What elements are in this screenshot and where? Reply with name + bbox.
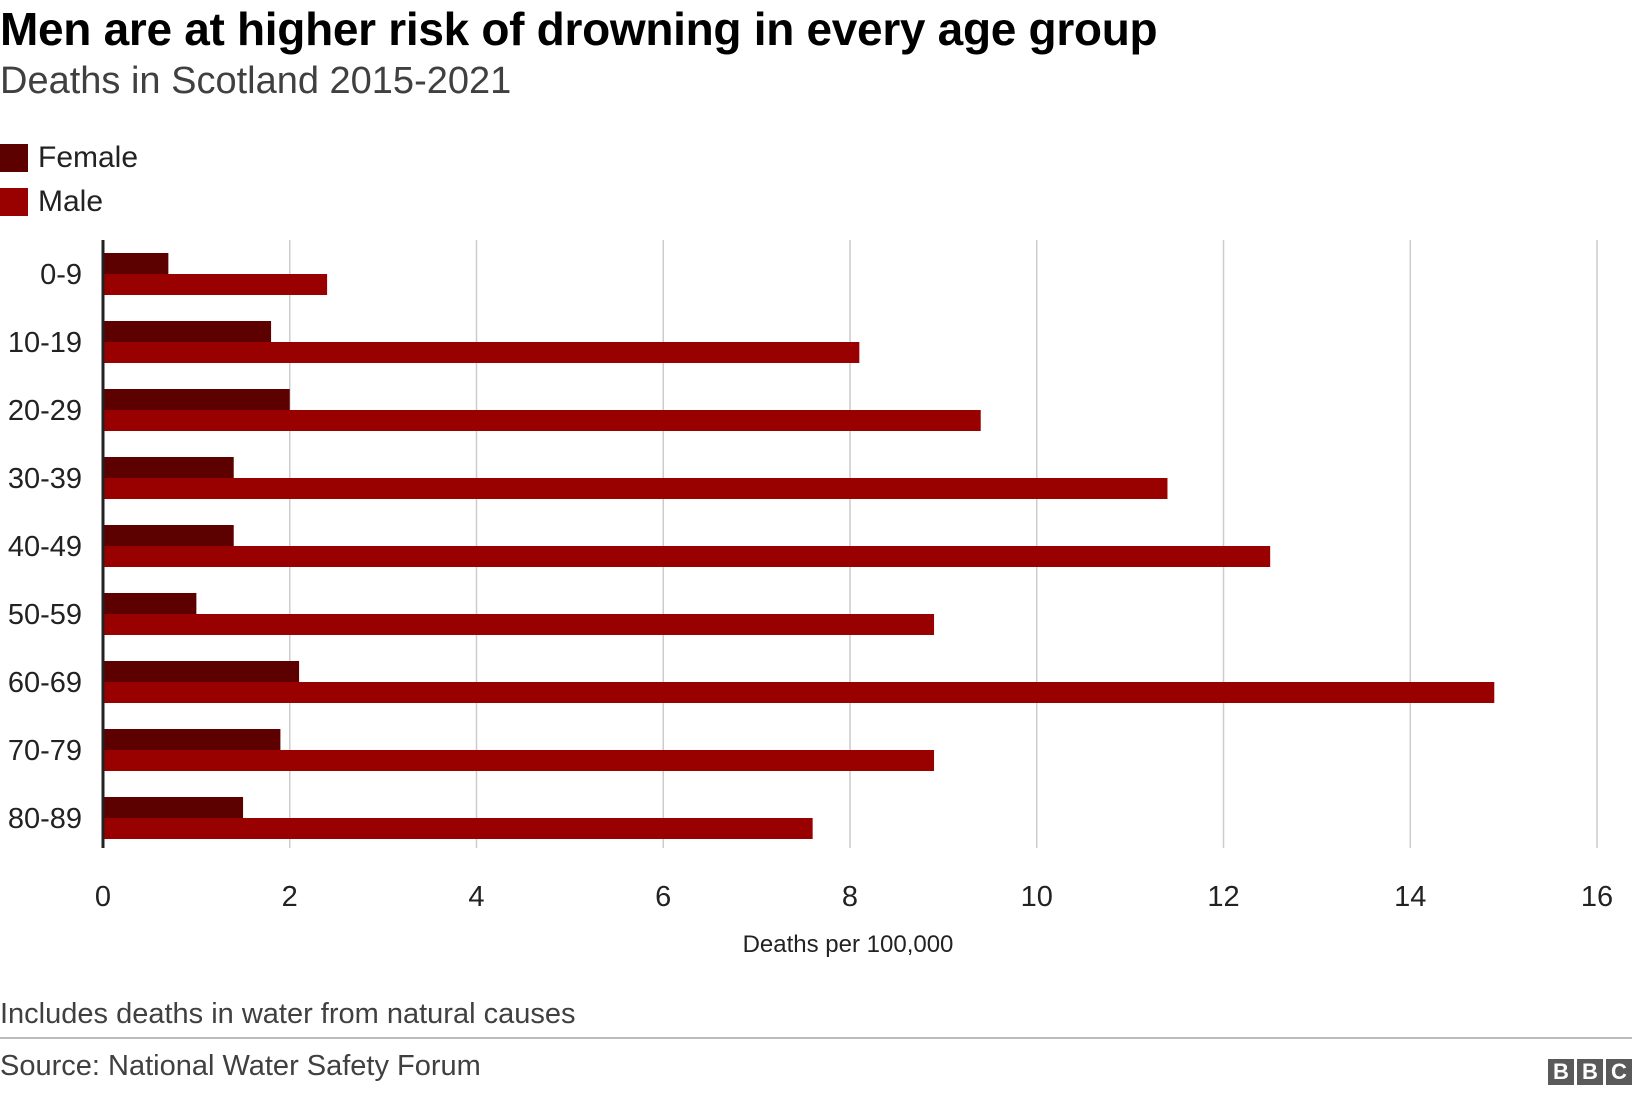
bar-female	[103, 797, 244, 818]
footer-divider	[0, 1037, 1632, 1039]
chart-title: Men are at higher risk of drowning in ev…	[0, 3, 1158, 55]
bbc-logo: B B C	[1548, 1059, 1632, 1085]
chart-source: Source: National Water Safety Forum	[0, 1050, 481, 1082]
legend-label-male: Male	[38, 185, 104, 218]
y-tick-label: 20-29	[8, 395, 82, 427]
chart-subtitle: Deaths in Scotland 2015-2021	[0, 60, 512, 102]
bar-chart: 0-910-1920-2930-3940-4950-5960-6970-7980…	[8, 240, 1613, 958]
chart-note: Includes deaths in water from natural ca…	[0, 998, 576, 1030]
bbc-logo-letter: B	[1577, 1059, 1603, 1085]
y-tick-label: 30-39	[8, 463, 82, 495]
x-tick-label: 14	[1394, 881, 1426, 913]
bar-female	[103, 593, 197, 614]
x-axis-label: Deaths per 100,000	[743, 931, 954, 958]
legend-item-female: Female	[0, 136, 138, 180]
bar-female	[103, 389, 290, 410]
bar-female	[103, 321, 272, 342]
y-tick-label: 70-79	[8, 735, 82, 767]
x-tick-label: 0	[95, 881, 111, 913]
y-tick-label: 40-49	[8, 531, 82, 563]
bbc-logo-letter: B	[1548, 1059, 1574, 1085]
legend-item-male: Male	[0, 180, 138, 224]
bar-male	[103, 410, 981, 431]
x-tick-label: 16	[1581, 881, 1613, 913]
bar-male	[103, 546, 1271, 567]
legend-label-female: Female	[38, 141, 139, 174]
y-tick-label: 0-9	[40, 259, 82, 291]
y-tick-label: 60-69	[8, 667, 82, 699]
bar-male	[103, 682, 1495, 703]
bar-female	[103, 457, 234, 478]
bar-female	[103, 661, 300, 682]
bar-male	[103, 818, 813, 839]
x-tick-label: 10	[1021, 881, 1053, 913]
bar-male	[103, 342, 860, 363]
bar-female	[103, 253, 169, 274]
bbc-logo-letter: C	[1606, 1059, 1632, 1085]
bar-female	[103, 729, 281, 750]
y-tick-label: 50-59	[8, 599, 82, 631]
x-tick-label: 6	[655, 881, 671, 913]
x-tick-label: 4	[468, 881, 484, 913]
y-tick-label: 80-89	[8, 803, 82, 835]
y-tick-label: 10-19	[8, 327, 82, 359]
bar-male	[103, 478, 1168, 499]
bar-male	[103, 750, 935, 771]
legend-swatch-female	[0, 144, 28, 172]
legend-swatch-male	[0, 188, 28, 216]
x-tick-label: 2	[282, 881, 298, 913]
x-tick-label: 8	[842, 881, 858, 913]
bar-male	[103, 274, 328, 295]
bar-male	[103, 614, 935, 635]
bar-female	[103, 525, 234, 546]
legend: Female Male	[0, 136, 138, 224]
x-tick-label: 12	[1207, 881, 1239, 913]
